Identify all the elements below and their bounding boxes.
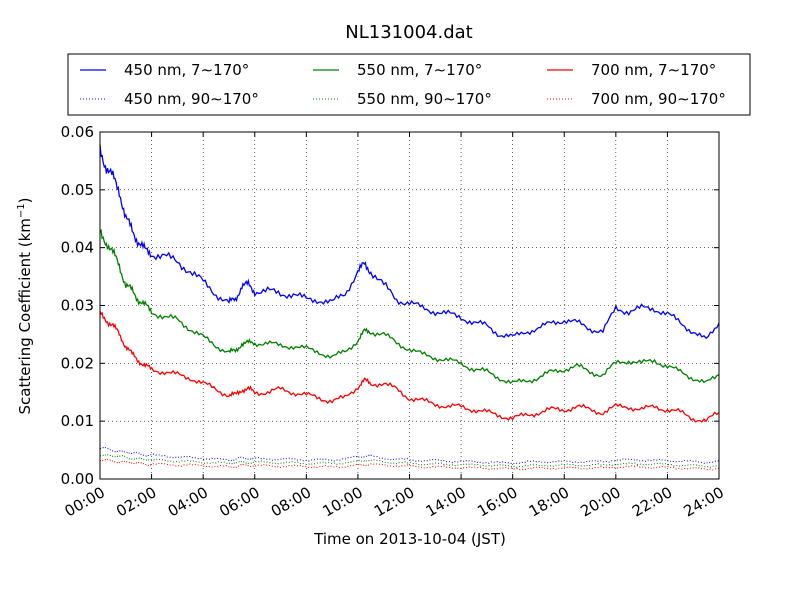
legend-label-4: 700 nm, 7∼170° (591, 61, 716, 79)
y-tick-label-5: 0.05 (61, 181, 94, 199)
legend: 450 nm, 7∼170° 450 nm, 90∼170° 550 nm, 7∼1… (67, 53, 751, 116)
x-tick-label-7: 14:00 (423, 483, 469, 520)
x-tick-label-2: 04:00 (165, 483, 211, 520)
y-axis-label-exponent: −1 (16, 203, 27, 218)
y-tick-label-6: 0.06 (61, 123, 94, 141)
series-line-2 (99, 228, 720, 385)
series-line-1 (99, 446, 720, 465)
x-tick-label-3: 06:00 (216, 483, 262, 520)
axis-ticks (99, 131, 720, 480)
y-tick-label-2: 0.02 (61, 354, 94, 372)
legend-label-5: 700 nm, 90∼170° (591, 90, 726, 108)
legend-label-3: 550 nm, 90∼170° (357, 90, 492, 108)
y-tick-label-1: 0.01 (61, 412, 94, 430)
y-tick-label-4: 0.04 (61, 239, 94, 257)
x-tick-label-4: 08:00 (268, 483, 314, 520)
x-tick-labels: 00:00 02:00 04:00 06:00 08:00 10:00 12:00 14:00… (62, 483, 727, 520)
x-tick-label-8: 16:00 (474, 483, 520, 520)
x-axis-label: Time on 2013-10-04 (JST) (313, 530, 506, 548)
series-line-3 (99, 453, 720, 469)
x-tick-label-0: 00:00 (62, 483, 108, 520)
x-tick-label-6: 12:00 (371, 483, 417, 520)
x-tick-label-11: 22:00 (629, 483, 675, 520)
y-tick-labels: 0.00 0.01 0.02 0.03 0.04 0.05 0.06 (61, 123, 94, 488)
chart-title: NL131004.dat (345, 22, 472, 43)
series-line-4 (99, 311, 720, 423)
x-tick-label-10: 20:00 (577, 483, 623, 520)
x-tick-label-5: 10:00 (319, 483, 365, 520)
legend-label-2: 550 nm, 7∼170° (357, 61, 482, 79)
legend-frame (67, 53, 751, 116)
legend-label-1: 450 nm, 90∼170° (124, 90, 259, 108)
x-tick-label-9: 18:00 (526, 483, 572, 520)
y-tick-label-3: 0.03 (61, 297, 94, 315)
series-line-0 (99, 144, 720, 340)
y-tick-label-0: 0.00 (61, 470, 94, 488)
series-lines (99, 144, 720, 471)
x-tick-label-12: 24:00 (681, 483, 727, 520)
series-line-5 (99, 458, 720, 471)
plot-area (99, 131, 720, 480)
legend-label-0: 450 nm, 7∼170° (124, 61, 249, 79)
x-tick-label-1: 02:00 (113, 483, 159, 520)
y-axis-label-main: Scattering Coefficient (km (16, 218, 34, 414)
y-axis-label-close: ) (16, 197, 34, 203)
y-axis-label: Scattering Coefficient (km−1) (16, 197, 34, 414)
